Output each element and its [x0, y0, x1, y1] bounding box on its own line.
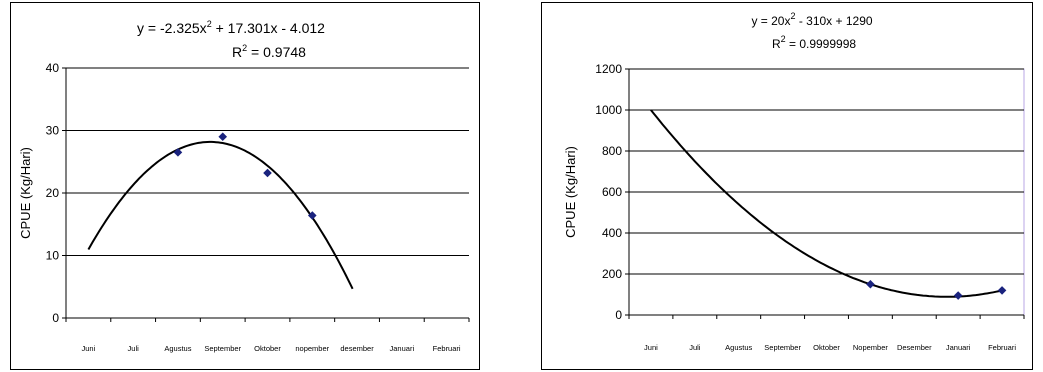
data-point	[173, 148, 183, 157]
y-tick-label: 200	[602, 267, 622, 281]
r2-main: R	[232, 44, 242, 60]
trendline-equation: y = -2.325x2 + 17.301x - 4.012	[137, 19, 325, 36]
x-tick-label: Februari	[988, 343, 1016, 352]
data-point	[953, 291, 963, 300]
y-axis-title: CPUE (Kg/Hari)	[563, 146, 578, 238]
y-tick-label: 30	[46, 124, 60, 138]
trendline	[87, 140, 354, 290]
chart-panel-left: 0 10 20 30 40 Juni Juli Agustus September Oktober…	[10, 2, 480, 370]
x-tick-label: Januari	[390, 344, 415, 353]
r2-exponent: 2	[242, 43, 247, 53]
r2-tail: = 0.9999998	[786, 37, 857, 51]
y-tick-label: 20	[46, 186, 60, 200]
r2-tail: = 0.9748	[247, 44, 306, 60]
data-point	[263, 168, 272, 178]
chart-panel-right: 0 200 400 600 800 1000 1200 Juni Juli Agustus Sept…	[541, 2, 1033, 370]
r2-main: R	[772, 37, 781, 51]
x-tick-label: nopember	[295, 344, 329, 353]
y-tick-label: 800	[602, 144, 622, 158]
r-squared: R2 = 0.9999998	[772, 34, 856, 51]
x-tick-label: Agustus	[164, 344, 191, 353]
y-tick-label: 1200	[595, 62, 622, 76]
y-tick-label: 1000	[595, 103, 622, 117]
x-tick-label: desember	[340, 344, 374, 353]
y-tick-label: 600	[602, 185, 622, 199]
equation-exponent: 2	[207, 19, 212, 29]
equation-tail: - 310x + 1290	[795, 14, 872, 28]
x-tick-label: Januari	[946, 343, 971, 352]
x-tick-label: Juni	[82, 344, 96, 353]
chart-right-svg: 0 200 400 600 800 1000 1200 Juni Juli Agustus Sept…	[563, 11, 1025, 352]
x-tick-label: September	[204, 344, 241, 353]
y-tick-label: 0	[615, 308, 622, 322]
x-tick-label: Februari	[433, 344, 461, 353]
x-tick-label: Agustus	[725, 343, 752, 352]
x-tick-label: Juli	[689, 343, 701, 352]
y-tick-label: 400	[602, 226, 622, 240]
x-tick-label: Juni	[644, 343, 658, 352]
chart-left-svg: 0 10 20 30 40 Juni Juli Agustus September Oktober…	[18, 19, 470, 353]
x-tick-label: Desember	[897, 343, 932, 352]
r2-exponent: 2	[781, 34, 786, 44]
y-tick-label: 40	[46, 61, 60, 75]
y-tick-label: 0	[52, 311, 59, 325]
x-tick-label: Nopember	[853, 343, 889, 352]
data-point	[866, 279, 875, 289]
equation-exponent: 2	[790, 11, 795, 21]
data-point	[307, 211, 317, 220]
equation-main: y = -2.325x	[137, 20, 207, 36]
equation-main: y = 20x	[751, 14, 790, 28]
y-tick-label: 10	[46, 249, 60, 263]
r-squared: R2 = 0.9748	[232, 43, 306, 60]
x-tick-label: Oktober	[254, 344, 281, 353]
x-tick-label: September	[764, 343, 801, 352]
x-tick-label: Juli	[128, 344, 140, 353]
equation-tail: + 17.301x - 4.012	[212, 20, 325, 36]
trendline	[650, 109, 1003, 298]
trendline-equation: y = 20x2 - 310x + 1290	[751, 11, 872, 28]
data-point	[997, 286, 1007, 295]
x-tick-label: Oktober	[813, 343, 840, 352]
y-axis-title: CPUE (Kg/Hari)	[18, 147, 33, 239]
data-point	[218, 132, 228, 142]
